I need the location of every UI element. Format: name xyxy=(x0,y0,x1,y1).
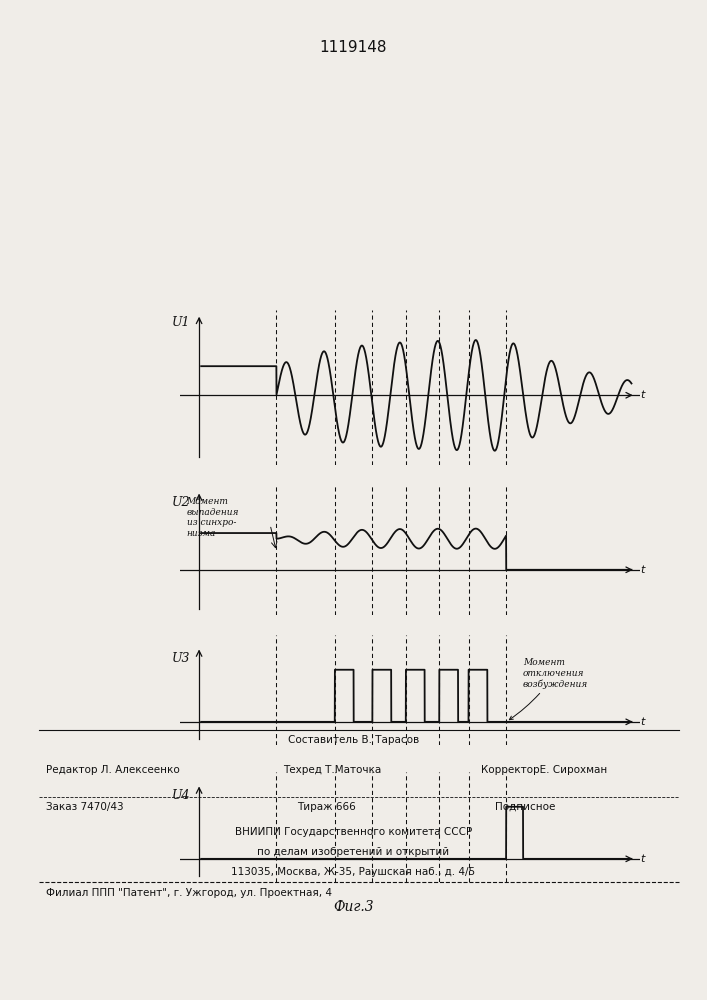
Text: Редактор Л. Алексеенко: Редактор Л. Алексеенко xyxy=(46,765,180,775)
Text: по делам изобретений и открытий: по делам изобретений и открытий xyxy=(257,847,450,857)
Text: t: t xyxy=(640,717,644,727)
Text: t: t xyxy=(640,390,644,400)
Text: t: t xyxy=(640,565,644,575)
Text: КорректорЕ. Сирохман: КорректорЕ. Сирохман xyxy=(481,765,607,775)
Text: U1: U1 xyxy=(173,316,191,329)
Text: U2: U2 xyxy=(173,496,191,509)
Text: U4: U4 xyxy=(173,789,191,802)
Text: 1119148: 1119148 xyxy=(320,40,387,55)
Text: ВНИИПИ Государственного комитета СССР: ВНИИПИ Государственного комитета СССР xyxy=(235,827,472,837)
Text: Момент
отключения
возбуждения: Момент отключения возбуждения xyxy=(509,658,588,720)
Text: Фиг.3: Фиг.3 xyxy=(333,900,374,914)
Text: Момент
выпадения
из синхро-
низма: Момент выпадения из синхро- низма xyxy=(187,497,239,538)
Text: Составитель В. Тарасов: Составитель В. Тарасов xyxy=(288,735,419,745)
Text: Заказ 7470/43: Заказ 7470/43 xyxy=(46,802,124,812)
Text: Тираж 666: Тираж 666 xyxy=(297,802,356,812)
Text: U3: U3 xyxy=(173,652,191,665)
Text: Техред Т.Маточка: Техред Т.Маточка xyxy=(283,765,381,775)
Text: Филиал ППП "Патент", г. Ужгород, ул. Проектная, 4: Филиал ППП "Патент", г. Ужгород, ул. Про… xyxy=(46,888,332,898)
Text: t: t xyxy=(640,854,644,864)
Text: 113035, Москва, Ж-35, Раушская наб., д. 4/5: 113035, Москва, Ж-35, Раушская наб., д. … xyxy=(231,867,476,877)
Text: Подписное: Подписное xyxy=(495,802,555,812)
